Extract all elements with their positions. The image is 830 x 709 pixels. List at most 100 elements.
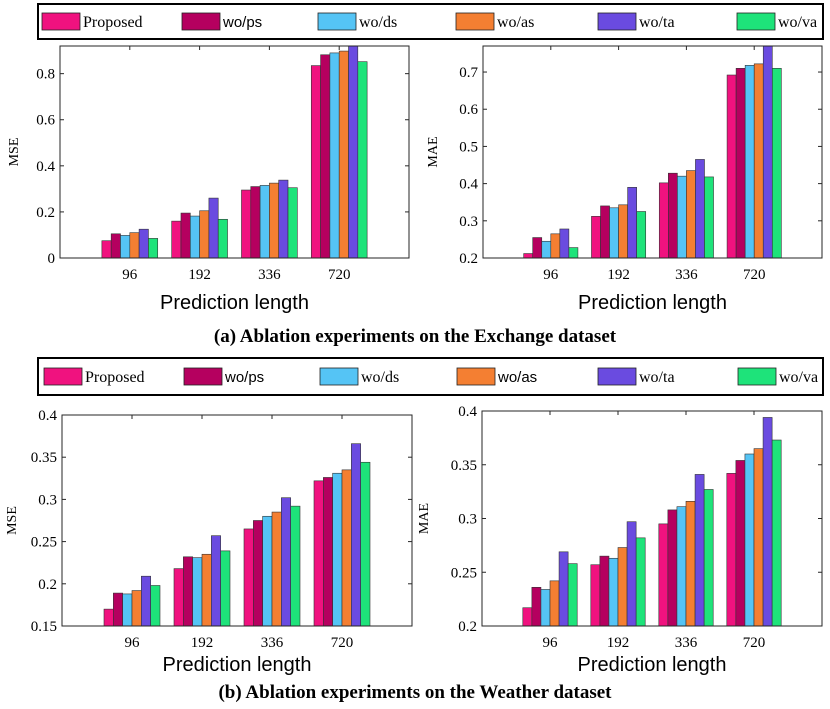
legend-label-wo-ps: wo/ps	[224, 369, 264, 386]
bar-exchange-mae-wo-ta-720	[762, 45, 773, 259]
weather-mae-xtick-label: 336	[675, 635, 698, 651]
exchange-mae-ytick-label: 0.7	[459, 65, 478, 81]
bar-weather-mse-wo-va-96	[150, 585, 161, 627]
bar-exchange-mse-wo-ps-336	[250, 186, 261, 259]
legend-weather-frame	[37, 357, 824, 396]
weather-mae-ytick-label: 0.25	[451, 565, 477, 581]
bar-weather-mse-wo-ps-192	[183, 556, 193, 627]
exchange-mse-xtick-label: 192	[188, 267, 211, 283]
exchange-mae-ytick-label: 0.6	[459, 102, 478, 118]
legend-swatch-wo-va	[737, 367, 777, 386]
bar-exchange-mae-wo-va-336	[704, 176, 714, 259]
bar-exchange-mse-wo-as-192	[199, 210, 210, 259]
bar-weather-mse-wo-ds-720	[332, 472, 343, 627]
bar-exchange-mse-wo-ta-336	[278, 179, 289, 259]
bar-exchange-mse-wo-va-192	[217, 218, 228, 259]
exchange-mse-ytick-label: 0	[48, 251, 56, 267]
bar-weather-mse-proposed-96	[103, 608, 114, 627]
bar-exchange-mae-wo-ta-192	[627, 187, 637, 259]
bar-exchange-mse-wo-ds-192	[189, 215, 200, 259]
caption-weather: (b) Ablation experiments on the Weather …	[218, 682, 612, 703]
legend-swatch-wo-va	[736, 12, 776, 31]
exchange-mse-xlabel: Prediction length	[160, 292, 309, 314]
chart-exchange-mse: 0 0.2 0.4 0.6 0.8 96 192 336 720 Prediction lengt…	[7, 45, 410, 314]
bar-weather-mae-wo-ds-192	[608, 557, 619, 627]
bar-weather-mse-wo-as-96	[131, 590, 142, 627]
bar-weather-mse-wo-ds-96	[122, 593, 133, 627]
legend-label-proposed: Proposed	[85, 369, 145, 386]
legend-swatch-wo-ps	[181, 12, 221, 31]
exchange-mse-xtick-label: 720	[328, 267, 351, 283]
weather-mse-xtick-label: 720	[331, 635, 354, 651]
bar-weather-mae-wo-as-336	[685, 500, 696, 627]
legend-label-wo-ta: wo/ta	[639, 369, 675, 386]
weather-mse-xtick-label: 336	[261, 635, 284, 651]
bar-weather-mse-wo-va-336	[290, 505, 301, 627]
bar-exchange-mse-wo-ta-96	[138, 228, 149, 259]
caption-exchange: (a) Ablation experiments on the Exchange…	[214, 326, 617, 347]
legend-swatch-wo-ta	[597, 12, 637, 31]
bar-weather-mae-wo-ps-192	[599, 555, 610, 627]
bar-exchange-mae-proposed-192	[591, 216, 601, 259]
bar-exchange-mse-wo-ta-192	[208, 197, 219, 259]
legend-label-proposed: Proposed	[83, 14, 143, 31]
weather-mae-ytick-label: 0.3	[458, 512, 477, 528]
bar-exchange-mse-wo-ps-96	[110, 233, 121, 259]
bar-weather-mae-wo-ps-96	[531, 586, 542, 627]
weather-mse-xlabel: Prediction length	[163, 654, 312, 676]
bar-exchange-mse-wo-va-96	[148, 238, 159, 259]
bar-exchange-mse-wo-ds-336	[259, 185, 270, 259]
weather-mse-ytick-label: 0.4	[38, 408, 57, 424]
weather-mae-axes-frame	[481, 410, 823, 627]
weather-mae-ytick-label: 0.4	[458, 404, 477, 420]
exchange-mse-ylabel: MSE	[7, 138, 22, 167]
legend-label-wo-ta: wo/ta	[639, 14, 675, 31]
bar-exchange-mae-wo-ds-336	[677, 175, 687, 259]
exchange-mse-ytick-label: 0.2	[36, 205, 55, 221]
bar-exchange-mae-wo-ta-96	[559, 228, 570, 259]
bar-exchange-mse-wo-ds-720	[329, 52, 340, 259]
bar-weather-mse-wo-ps-96	[113, 592, 123, 627]
legend-swatch-wo-ps	[183, 367, 223, 386]
bar-weather-mae-wo-ds-96	[540, 589, 551, 627]
legend-swatch-proposed	[43, 367, 83, 386]
bar-weather-mae-wo-ds-336	[676, 506, 687, 627]
exchange-mae-ytick-label: 0.3	[459, 214, 478, 230]
weather-mae-ytick-label: 0.35	[451, 458, 477, 474]
bar-weather-mae-wo-as-192	[617, 547, 628, 627]
exchange-mse-ytick-label: 0.6	[36, 113, 55, 129]
exchange-mae-xtick-label: 720	[743, 267, 766, 283]
bar-weather-mae-wo-va-336	[703, 489, 714, 627]
bar-weather-mae-wo-ta-192	[626, 521, 637, 627]
bar-exchange-mae-wo-as-336	[686, 170, 696, 259]
bar-weather-mae-wo-va-96	[567, 563, 578, 627]
legend-exchange-frame	[37, 3, 824, 40]
bar-weather-mae-proposed-336	[658, 523, 669, 627]
bar-exchange-mse-proposed-336	[241, 189, 252, 259]
bar-weather-mse-wo-va-192	[220, 550, 231, 627]
bar-exchange-mae-wo-ds-192	[609, 207, 619, 259]
bar-exchange-mae-wo-ps-96	[532, 237, 543, 259]
exchange-mae-ytick-label: 0.5	[459, 139, 478, 155]
weather-mae-xtick-label: 192	[607, 635, 630, 651]
exchange-mse-xtick-label: 96	[122, 267, 138, 283]
bar-weather-mae-wo-va-192	[635, 537, 646, 627]
bar-weather-mae-wo-va-720	[771, 439, 782, 627]
chart-weather-mse: 0.15 0.2 0.25 0.3 0.35 0.4 96 192 336 720 Predicti…	[5, 408, 413, 676]
weather-mse-ytick-label: 0.3	[38, 492, 57, 508]
bar-weather-mae-wo-ta-336	[694, 474, 705, 627]
bar-exchange-mae-wo-va-192	[636, 211, 647, 259]
chart-exchange-mae: 0.2 0.3 0.4 0.5 0.6 0.7 96 192 336 720 Prediction …	[426, 45, 823, 314]
weather-mse-ytick-label: 0.25	[31, 535, 57, 551]
bar-exchange-mse-wo-ps-720	[320, 54, 331, 259]
chart-weather-mae: 0.2 0.25 0.3 0.35 0.4 96 192 336 720 Prediction l…	[417, 404, 823, 676]
bar-weather-mse-wo-ta-336	[281, 497, 291, 627]
bar-exchange-mae-wo-ps-192	[600, 205, 610, 259]
bar-weather-mse-wo-ps-336	[253, 520, 263, 627]
bar-exchange-mse-wo-as-96	[129, 232, 140, 259]
bar-weather-mse-wo-as-192	[201, 553, 212, 627]
weather-mae-xtick-label: 720	[743, 635, 766, 651]
bar-weather-mse-wo-as-336	[271, 511, 282, 627]
bar-weather-mse-wo-ta-192	[211, 535, 221, 627]
bar-exchange-mae-wo-va-96	[568, 247, 579, 259]
